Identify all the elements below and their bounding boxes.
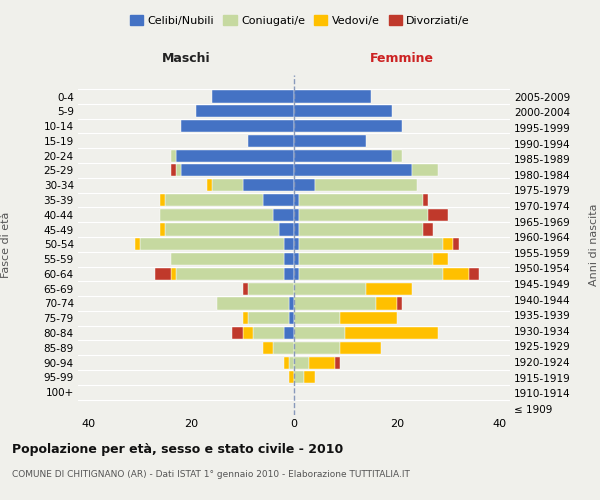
Bar [134, 238, 140, 250]
Bar [284, 238, 294, 250]
Bar [299, 268, 443, 280]
Bar [263, 342, 274, 354]
Bar [284, 327, 294, 339]
Bar [248, 282, 294, 294]
Bar [176, 164, 181, 176]
Bar [314, 179, 418, 192]
Bar [242, 179, 294, 192]
Bar [392, 150, 402, 162]
Bar [289, 372, 294, 384]
Bar [294, 327, 346, 339]
Bar [294, 90, 371, 102]
Bar [160, 194, 166, 206]
Bar [454, 238, 458, 250]
Bar [346, 327, 438, 339]
Bar [310, 356, 335, 368]
Bar [294, 253, 299, 265]
Bar [294, 342, 340, 354]
Bar [196, 105, 294, 118]
Bar [284, 356, 289, 368]
Text: Anni di nascita: Anni di nascita [589, 204, 599, 286]
Bar [299, 238, 443, 250]
Bar [170, 150, 176, 162]
Bar [422, 194, 428, 206]
Bar [294, 150, 392, 162]
Bar [170, 164, 176, 176]
Bar [376, 298, 397, 310]
Bar [160, 224, 166, 235]
Bar [299, 208, 428, 221]
Text: Popolazione per età, sesso e stato civile - 2010: Popolazione per età, sesso e stato civil… [12, 442, 343, 456]
Bar [212, 90, 294, 102]
Bar [160, 208, 274, 221]
Bar [299, 194, 422, 206]
Bar [217, 298, 289, 310]
Bar [232, 327, 242, 339]
Bar [299, 224, 422, 235]
Bar [140, 238, 284, 250]
Bar [443, 238, 454, 250]
Bar [248, 135, 294, 147]
Bar [181, 164, 294, 176]
Bar [294, 298, 376, 310]
Bar [289, 356, 294, 368]
Bar [242, 327, 253, 339]
Text: Maschi: Maschi [161, 52, 211, 65]
Bar [242, 312, 248, 324]
Bar [155, 268, 170, 280]
Text: Fasce di età: Fasce di età [1, 212, 11, 278]
Bar [212, 179, 242, 192]
Bar [294, 224, 299, 235]
Bar [289, 298, 294, 310]
Bar [428, 208, 448, 221]
Bar [284, 253, 294, 265]
Bar [274, 208, 294, 221]
Bar [284, 268, 294, 280]
Bar [263, 194, 294, 206]
Bar [294, 164, 412, 176]
Bar [242, 282, 248, 294]
Bar [294, 194, 299, 206]
Text: COMUNE DI CHITIGNANO (AR) - Dati ISTAT 1° gennaio 2010 - Elaborazione TUTTITALIA: COMUNE DI CHITIGNANO (AR) - Dati ISTAT 1… [12, 470, 410, 479]
Bar [294, 282, 366, 294]
Bar [253, 327, 284, 339]
Bar [170, 268, 176, 280]
Bar [397, 298, 402, 310]
Bar [176, 268, 284, 280]
Bar [294, 208, 299, 221]
Bar [294, 179, 314, 192]
Bar [294, 105, 392, 118]
Text: Femmine: Femmine [370, 52, 434, 65]
Bar [166, 194, 263, 206]
Bar [412, 164, 438, 176]
Bar [294, 238, 299, 250]
Bar [248, 312, 289, 324]
Bar [340, 342, 382, 354]
Bar [294, 120, 402, 132]
Bar [181, 120, 294, 132]
Bar [294, 268, 299, 280]
Bar [469, 268, 479, 280]
Bar [304, 372, 314, 384]
Bar [278, 224, 294, 235]
Bar [294, 356, 310, 368]
Bar [299, 253, 433, 265]
Bar [366, 282, 412, 294]
Bar [294, 135, 366, 147]
Legend: Celibi/Nubili, Coniugati/e, Vedovi/e, Divorziati/e: Celibi/Nubili, Coniugati/e, Vedovi/e, Di… [125, 10, 475, 30]
Bar [433, 253, 448, 265]
Bar [289, 312, 294, 324]
Bar [206, 179, 212, 192]
Bar [422, 224, 433, 235]
Bar [443, 268, 469, 280]
Bar [335, 356, 340, 368]
Bar [294, 312, 340, 324]
Bar [340, 312, 397, 324]
Bar [294, 372, 304, 384]
Bar [170, 253, 284, 265]
Bar [166, 224, 278, 235]
Bar [274, 342, 294, 354]
Bar [176, 150, 294, 162]
